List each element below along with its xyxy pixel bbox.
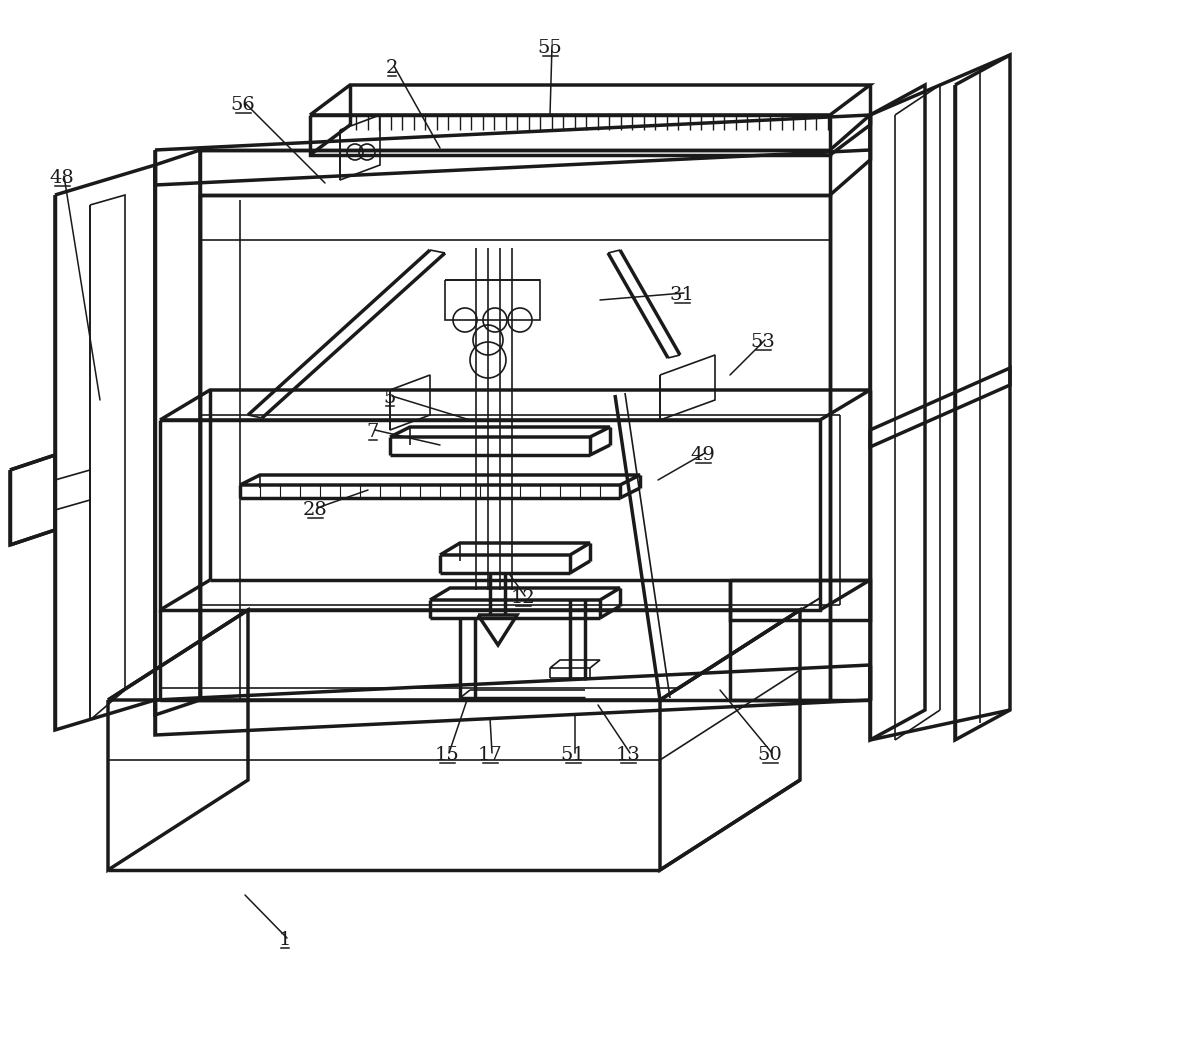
Text: 2: 2 — [386, 59, 399, 77]
Text: 55: 55 — [538, 39, 562, 57]
Text: 7: 7 — [367, 423, 380, 441]
Text: 31: 31 — [670, 286, 694, 304]
Text: 50: 50 — [758, 746, 783, 764]
Text: 15: 15 — [435, 746, 460, 764]
Text: 51: 51 — [561, 746, 586, 764]
Text: 28: 28 — [303, 501, 328, 519]
Text: 53: 53 — [751, 333, 776, 351]
Text: 5: 5 — [384, 389, 396, 407]
Text: 56: 56 — [231, 96, 256, 114]
Text: 48: 48 — [50, 169, 74, 187]
Text: 49: 49 — [691, 446, 716, 464]
Text: 13: 13 — [615, 746, 640, 764]
Text: 12: 12 — [511, 589, 535, 607]
Text: 1: 1 — [278, 931, 291, 950]
Text: 17: 17 — [477, 746, 502, 764]
